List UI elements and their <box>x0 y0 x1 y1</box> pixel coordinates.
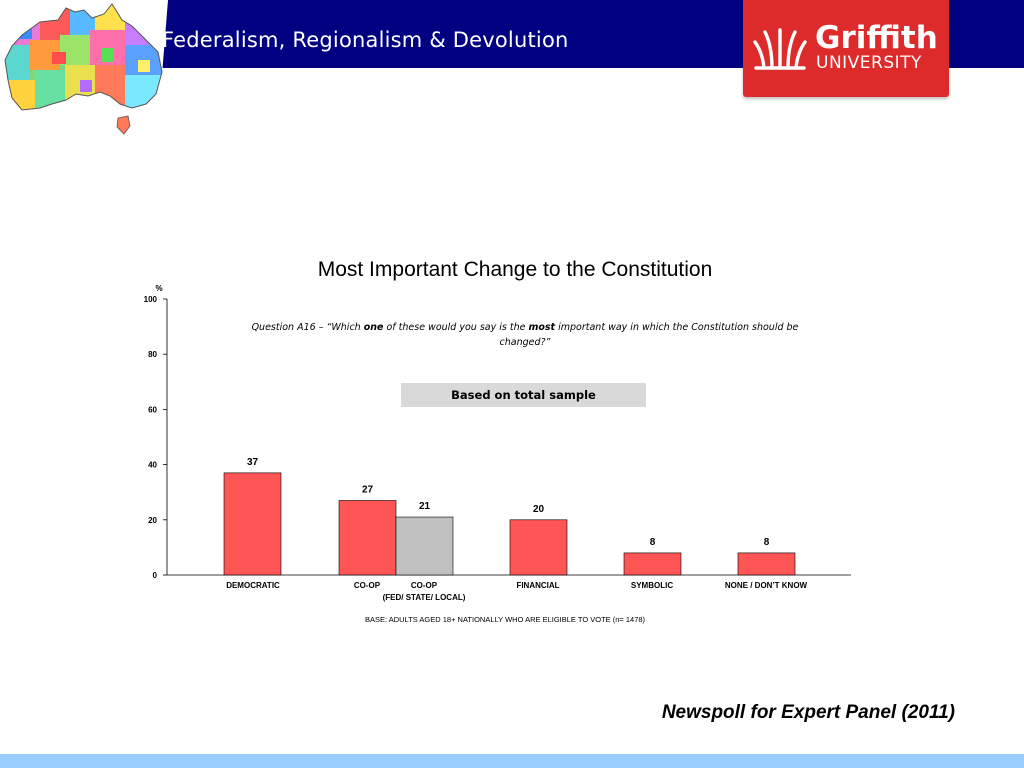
bar-value-label: 37 <box>247 457 259 468</box>
bar <box>338 500 397 576</box>
chart-title: Most Important Change to the Constitutio… <box>317 258 713 281</box>
category-label: CO-OP <box>354 581 381 590</box>
header-title: Federalism, Regionalism & Devolution <box>162 28 569 52</box>
question-suffix: important way in which the Constitution … <box>499 322 799 348</box>
bar-value-label: 8 <box>764 537 770 548</box>
y-tick-label: 100 <box>144 295 158 304</box>
category-sublabel: (FED/ STATE/ LOCAL) <box>383 593 466 602</box>
bar <box>223 472 282 576</box>
category-label: CO-OP <box>411 581 438 590</box>
y-axis-label: % <box>155 284 162 293</box>
bar-value-label: 27 <box>362 484 374 495</box>
bar <box>509 519 568 576</box>
source-citation: Newspoll for Expert Panel (2011) <box>661 702 955 723</box>
griffith-logo[interactable]: Griffith UNIVERSITY <box>743 0 949 97</box>
bar-value-label: 21 <box>419 501 431 512</box>
bar <box>623 552 682 576</box>
sample-label: Based on total sample <box>401 383 646 407</box>
category-label: FINANCIAL <box>516 581 559 590</box>
question-text: Question A16 – “Which one of these would… <box>225 320 825 350</box>
bar-value-label: 8 <box>650 537 656 548</box>
base-note: BASE: ADULTS AGED 18+ NATIONALLY WHO ARE… <box>364 615 646 624</box>
category-label: DEMOCRATIC <box>226 581 280 590</box>
question-emphasis-most: most <box>528 322 556 333</box>
y-tick-label: 0 <box>153 571 158 580</box>
category-label: SYMBOLIC <box>631 581 673 590</box>
y-tick-label: 20 <box>148 516 157 525</box>
question-middle: of these would you say is the <box>383 322 529 333</box>
y-tick-label: 60 <box>148 405 157 414</box>
y-tick-label: 80 <box>148 350 157 359</box>
footer-bar <box>0 754 1024 768</box>
question-emphasis-one: one <box>363 322 384 333</box>
griffith-flame-icon <box>752 22 808 74</box>
question-prefix: Question A16 – “Which <box>251 322 364 333</box>
chart-bars <box>223 472 796 576</box>
bar <box>737 552 796 576</box>
bar <box>395 516 454 576</box>
category-label: NONE / DON’T KNOW <box>725 581 808 590</box>
australia-regions-map-icon <box>0 0 168 140</box>
logo-name: Griffith <box>815 20 938 56</box>
y-tick-label: 40 <box>148 461 157 470</box>
logo-subtitle: UNIVERSITY <box>816 53 922 73</box>
bar-value-label: 20 <box>533 504 545 515</box>
chart-labels: 37 27 21 20 8 8 DEMOCRATIC CO-OP CO-OP FINANCIAL S… <box>226 457 807 602</box>
